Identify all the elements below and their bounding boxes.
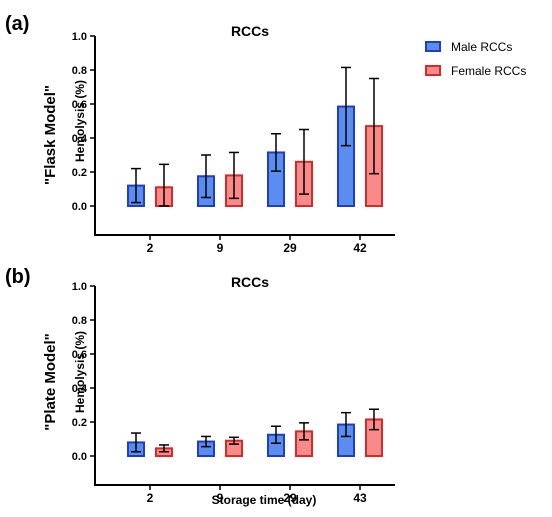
panel-a-x-tick-label: 2 <box>147 241 154 255</box>
panel-b-label: (b) <box>5 266 31 288</box>
panel-b-x-tick-label: 9 <box>217 491 224 505</box>
panel-b-plot: 0.00.20.40.60.81.02 9 29 43 <box>72 281 395 505</box>
panel-a-title: RCCs <box>231 23 269 39</box>
panel-a-x-tick-label: 29 <box>283 241 297 255</box>
panel-a-y-tick-label: 0.4 <box>72 133 88 145</box>
x-axis-label: Storage time (day) <box>212 493 317 507</box>
panel-b-y-tick-label: 0.0 <box>72 451 87 463</box>
panel-a-y-axis-label: Hemolysis (%) <box>73 80 87 162</box>
panel-b-y-tick-label: 0.4 <box>72 383 88 395</box>
panel-a-plot: 0.00.20.40.60.81.02 9 29 42 <box>72 31 395 255</box>
legend-swatch-male <box>425 41 441 52</box>
panel-b-x-tick-label: 2 <box>147 491 154 505</box>
panel-a-x-tick-label: 42 <box>353 241 367 255</box>
panel-b-x-tick-label: 43 <box>353 491 367 505</box>
panel-b-side-label: "Plate Model" <box>42 333 59 431</box>
panel-a-y-tick-label: 0.0 <box>72 201 87 213</box>
legend-swatch-female <box>425 65 441 76</box>
legend: Male RCCs Female RCCs <box>425 40 526 78</box>
panel-b-title: RCCs <box>231 274 269 290</box>
legend-label-male: Male RCCs <box>451 40 512 54</box>
panel-b-x-tick-label: 29 <box>283 491 297 505</box>
panel-a-y-tick-label: 1.0 <box>72 31 87 43</box>
panel-a-x-tick-label: 9 <box>217 241 224 255</box>
panel-b-y-axis-label: Hemolysis (%) <box>73 331 87 413</box>
panel-b-y-tick-label: 0.8 <box>72 315 87 327</box>
panel-a-y-tick-label: 0.2 <box>72 167 87 179</box>
panel-b-y-tick-label: 1.0 <box>72 281 87 293</box>
panel-b-y-tick-label: 0.2 <box>72 417 87 429</box>
panel-a-y-tick-label: 0.8 <box>72 65 87 77</box>
panel-a-label: (a) <box>5 13 29 35</box>
panel-a-side-label: "Flask Model" <box>42 85 59 185</box>
legend-label-female: Female RCCs <box>451 64 526 78</box>
panel-b-y-tick-label: 0.6 <box>72 349 87 361</box>
panel-a-y-tick-label: 0.6 <box>72 99 87 111</box>
